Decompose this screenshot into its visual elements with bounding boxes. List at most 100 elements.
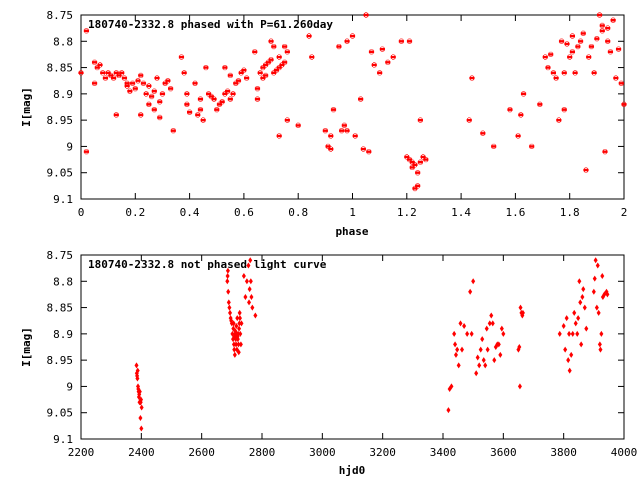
data-point [124,83,130,89]
chart-title: 180740-2332.8 not phased light curve [88,258,327,271]
data-point [241,67,247,73]
data-point [140,80,147,86]
x-axis-label: phase [335,225,368,238]
data-point [610,17,616,23]
data-point [234,322,239,329]
data-point [468,288,473,295]
x-tick-label: 3400 [430,446,457,459]
y-tick-label: 9.1 [53,193,73,206]
data-point [591,288,596,295]
y-tick-label: 8.9 [53,328,73,341]
data-point [143,91,149,97]
data-point [237,325,242,332]
data-point [453,351,458,358]
data-point [237,320,242,327]
data-point [236,349,241,356]
data-point [489,312,494,319]
data-point [607,49,614,55]
data-point [591,70,597,76]
data-point [227,96,233,102]
data-point [263,72,269,79]
data-point [181,70,187,76]
data-point [490,320,495,327]
data-point [268,38,274,44]
data-point [423,156,429,163]
data-point [134,362,139,369]
data-point [529,143,535,150]
data-point [235,315,240,322]
data-point [249,294,254,301]
x-tick-label: 0 [78,206,85,219]
x-tick-label: 1.6 [505,206,525,219]
data-point [282,59,288,65]
x-tick-label: 0.8 [288,206,308,219]
data-point [466,117,472,123]
y-tick-label: 8.85 [47,62,74,75]
data-point [518,112,524,118]
data-point [214,107,220,113]
y-axis-label: I[mag] [20,87,33,127]
x-tick-label: 3600 [490,446,517,459]
data-point [446,407,451,414]
data-point [237,315,242,322]
data-point [597,341,602,348]
data-point [238,330,243,337]
y-tick-label: 8.9 [53,88,73,101]
data-point [579,341,584,348]
data-point [154,75,160,81]
data-point [406,38,413,44]
data-point [484,325,489,332]
data-point [284,49,290,55]
data-point [231,341,236,348]
data-point [295,122,301,128]
data-point [184,91,190,97]
data-point [573,320,578,327]
y-tick-label: 9.05 [47,407,74,420]
data-point [322,128,328,134]
data-point [491,143,497,150]
data-point [586,54,592,60]
unphased-light-curve-chart: 2200 2400 2600 2800 3000 3200 3400 3600 3800 4000… [20,249,637,477]
data-point [237,309,242,316]
data-point [572,309,577,316]
data-point [507,107,513,113]
data-point [135,367,140,374]
data-point [197,107,204,113]
data-point [139,404,144,411]
y-axis-ticks: 8.75 8.8 8.85 8.9 8.95 9 9.05 9.1 [47,9,624,206]
data-point [225,278,230,285]
data-point [600,273,605,280]
data-point [594,36,600,42]
data-point [377,70,383,76]
data-point [575,330,580,337]
data-point [371,62,377,68]
y-tick-label: 9 [66,380,73,393]
data-point [151,107,157,113]
data-point [110,75,117,81]
data-point [417,159,423,165]
data-point [471,278,476,285]
data-point [564,41,570,47]
data-point [211,96,217,102]
data-point [605,38,611,44]
data-point [138,414,143,421]
data-point [557,330,562,337]
data-point [165,78,171,84]
data-point [225,273,230,280]
data-point [248,257,253,264]
data-point [244,278,249,285]
data-point [78,70,84,76]
data-point [276,133,282,139]
data-point [271,43,277,50]
data-point [226,288,231,295]
data-point [458,320,463,327]
data-point [613,75,619,81]
data-point [569,351,574,358]
data-point [550,70,557,76]
data-point [328,133,334,139]
data-point [599,330,604,337]
data-point [100,70,106,76]
data-point [339,128,345,134]
data-point [605,291,610,298]
data-point [548,51,554,58]
